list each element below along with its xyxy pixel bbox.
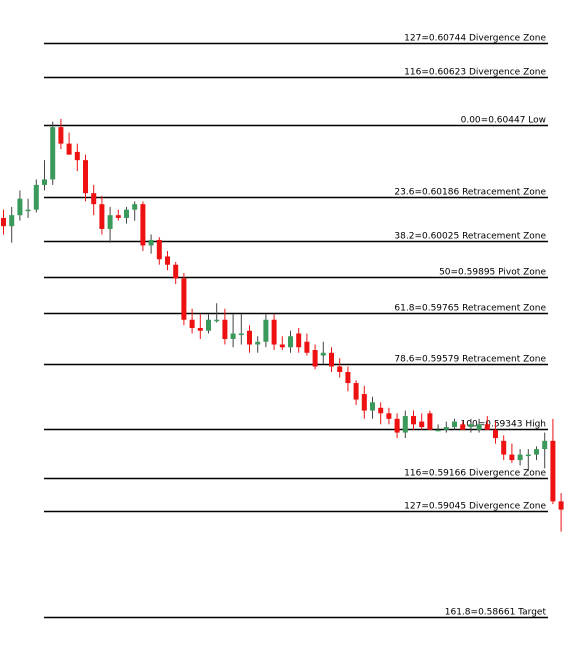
bullish-candle xyxy=(107,215,113,229)
bearish-candle xyxy=(329,352,334,367)
bearish-candle xyxy=(74,151,80,161)
bearish-candle xyxy=(279,344,285,348)
fib-level-label: 50=0.59895 Pivot Zone xyxy=(439,268,546,278)
bullish-candle xyxy=(525,454,531,457)
bullish-candle xyxy=(288,336,293,348)
bearish-candle xyxy=(247,330,252,345)
bearish-candle xyxy=(140,204,146,246)
bearish-candle xyxy=(411,416,416,425)
bearish-candle xyxy=(345,372,351,384)
bullish-candle xyxy=(148,239,154,246)
bearish-candle xyxy=(181,278,187,320)
bullish-candle xyxy=(25,209,31,212)
bullish-candle xyxy=(443,427,449,430)
bearish-candle xyxy=(361,394,367,411)
bearish-candle xyxy=(99,204,105,229)
fib-level-label: 100=0.59343 High xyxy=(461,420,546,430)
bullish-candle xyxy=(132,204,138,210)
fib-levels: 127=0.60744 Divergence Zone 116=0.60623 D… xyxy=(44,34,548,619)
bearish-candle xyxy=(312,350,318,367)
bullish-candle xyxy=(468,424,474,428)
fib-level-label: 161.8=0.58661 Target xyxy=(445,608,547,618)
bullish-candle xyxy=(33,184,39,210)
fib-level-label: 38.2=0.60025 Retracement Zone xyxy=(394,232,546,242)
bullish-candle xyxy=(542,440,548,450)
bullish-candle xyxy=(214,319,220,322)
bullish-candle xyxy=(238,333,244,336)
bearish-candle xyxy=(394,418,400,433)
fib-level-label: 78.6=0.59579 Retracement Zone xyxy=(394,355,546,365)
fib-level-label: 61.8=0.59765 Retracement Zone xyxy=(394,304,546,314)
bullish-candle xyxy=(476,424,482,430)
bearish-candle xyxy=(173,264,179,279)
fib-level-label: 127=0.60744 Divergence Zone xyxy=(404,34,546,44)
bullish-candle xyxy=(534,449,539,455)
bullish-candle xyxy=(206,319,211,331)
bullish-candle xyxy=(42,179,47,185)
bullish-candle xyxy=(9,215,15,227)
bearish-candle xyxy=(91,193,97,205)
bearish-candle xyxy=(386,413,392,419)
bearish-candle xyxy=(189,319,195,329)
bullish-candle xyxy=(370,402,375,411)
bullish-candle xyxy=(402,416,408,433)
bearish-candle xyxy=(484,424,490,430)
bullish-candle xyxy=(263,319,269,342)
bearish-candle xyxy=(558,501,564,510)
bearish-candle xyxy=(165,256,170,265)
bullish-candle xyxy=(124,209,129,218)
fib-level-label: 0.00=0.60447 Low xyxy=(461,116,546,126)
bullish-candle xyxy=(230,333,236,340)
bearish-candle xyxy=(353,383,359,400)
bullish-candle xyxy=(435,429,441,432)
bullish-candle xyxy=(517,454,523,461)
bearish-candle xyxy=(271,319,277,345)
bearish-candle xyxy=(197,328,203,331)
candles xyxy=(1,118,564,532)
bearish-candle xyxy=(83,160,88,194)
bearish-candle xyxy=(304,341,310,353)
bearish-candle xyxy=(501,440,507,455)
fib-level-label: 116=0.59166 Divergence Zone xyxy=(404,469,546,479)
bearish-candle xyxy=(509,454,515,461)
bearish-candle xyxy=(58,127,64,144)
bearish-candle xyxy=(493,429,498,439)
bearish-candle xyxy=(550,440,556,502)
fib-level-label: 23.6=0.60186 Retracement Zone xyxy=(394,188,546,198)
bullish-candle xyxy=(255,341,261,345)
bearish-candle xyxy=(222,319,228,340)
bearish-candle xyxy=(427,413,433,430)
bearish-candle xyxy=(337,366,343,373)
bullish-candle xyxy=(50,127,56,180)
bullish-candle xyxy=(452,421,457,428)
bearish-candle xyxy=(156,239,162,260)
bearish-candle xyxy=(419,421,425,428)
bullish-candle xyxy=(320,352,326,356)
bearish-candle xyxy=(378,407,384,414)
fib-level-label: 127=0.59045 Divergence Zone xyxy=(404,502,546,512)
bearish-candle xyxy=(115,215,121,218)
bearish-candle xyxy=(1,217,6,227)
bullish-candle xyxy=(17,198,23,216)
bearish-candle xyxy=(296,333,302,348)
bearish-candle xyxy=(460,424,466,430)
fib-level-label: 116=0.60623 Divergence Zone xyxy=(404,68,546,78)
bearish-candle xyxy=(66,143,72,155)
